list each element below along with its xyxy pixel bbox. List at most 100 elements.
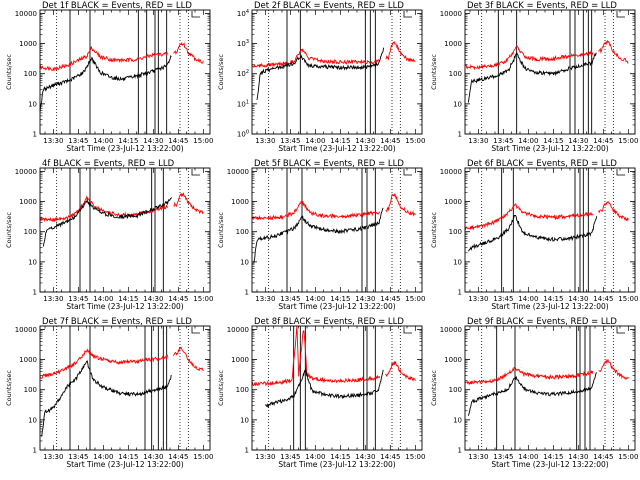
y-axis-label: Counts/sec	[217, 212, 225, 248]
y-tick-label: 101	[237, 99, 249, 108]
x-tick-label: 14:45	[168, 453, 188, 461]
y-tick-label: 10000	[440, 168, 462, 176]
panel-3: Det 3f BLACK = Events, RED = LLD 1 10 100 10…	[430, 1, 638, 153]
y-tick-label: 100	[24, 228, 37, 236]
lld-series-line	[251, 193, 416, 221]
x-tick-label: 13:30	[468, 295, 488, 303]
x-axis-label: Start Time (23-Jul-12 13:22:00)	[278, 302, 395, 311]
x-tick-label: 13:45	[68, 453, 88, 461]
y-tick-label: 10000	[15, 326, 37, 334]
panel-8: Det 8f BLACK = Events, RED = LLD 1 10 100 10…	[217, 317, 425, 469]
events-series-line	[467, 372, 598, 416]
y-tick-label: 103	[237, 39, 249, 48]
lld-series-line	[464, 39, 629, 71]
y-tick-label: 10	[453, 100, 462, 108]
x-tick-label: 14:00	[518, 453, 538, 461]
y-tick-label: 100	[24, 386, 37, 394]
y-tick-label: 10	[240, 416, 249, 424]
x-tick-label: 14:15	[118, 453, 138, 461]
corner-marker	[403, 11, 412, 18]
y-axis-label: Counts/sec	[430, 54, 438, 90]
x-axis-label: Start Time (23-Jul-12 13:22:00)	[491, 302, 608, 311]
y-tick-label: 10000	[227, 168, 249, 176]
y-tick-label: 100	[237, 130, 249, 139]
y-tick-label: 100	[236, 228, 249, 236]
x-axis-label: Start Time (23-Jul-12 13:22:00)	[66, 144, 183, 153]
events-series-line	[264, 367, 384, 409]
y-tick-label: 10000	[440, 10, 462, 18]
x-tick-label: 14:45	[380, 137, 400, 145]
lld-series-line	[39, 41, 204, 72]
x-tick-label: 13:45	[493, 453, 513, 461]
x-tick-label: 15:00	[193, 137, 213, 145]
y-axis-label: Counts/sec	[5, 370, 13, 406]
y-tick-label: 10000	[440, 326, 462, 334]
x-tick-label: 13:30	[43, 295, 63, 303]
y-tick-label: 1	[458, 131, 462, 139]
x-tick-label: 13:30	[43, 137, 63, 145]
y-tick-label: 100	[449, 386, 462, 394]
lld-series-line	[251, 325, 416, 387]
plot-frame	[251, 9, 423, 135]
x-tick-label: 13:45	[280, 453, 300, 461]
plot-frame	[39, 325, 211, 451]
x-tick-label: 14:45	[593, 453, 613, 461]
x-tick-label: 14:00	[305, 453, 325, 461]
x-tick-label: 13:30	[255, 137, 275, 145]
corner-marker	[616, 169, 625, 176]
y-tick-label: 100	[24, 70, 37, 78]
x-axis-label: Start Time (23-Jul-12 13:22:00)	[491, 460, 608, 469]
x-tick-label: 15:00	[618, 295, 638, 303]
events-series-line	[41, 360, 172, 437]
x-tick-label: 14:00	[93, 137, 113, 145]
y-tick-label: 10	[28, 416, 37, 424]
panel-5: Det 5f BLACK = Events, RED = LLD 1 10 100 10…	[217, 159, 425, 311]
panel-title: Det 5f BLACK = Events, RED = LLD	[254, 159, 404, 169]
y-tick-label: 10	[28, 100, 37, 108]
lld-series-line	[465, 358, 629, 386]
y-tick-label: 100	[236, 386, 249, 394]
events-series-line	[468, 215, 598, 252]
y-tick-label: 10000	[15, 168, 37, 176]
panel-title: Det 9f BLACK = Events, RED = LLD	[467, 317, 617, 327]
x-tick-label: 14:15	[118, 137, 138, 145]
x-tick-label: 13:30	[468, 453, 488, 461]
y-tick-label: 1000	[444, 198, 462, 206]
x-tick-label: 14:15	[330, 295, 350, 303]
x-tick-label: 13:30	[43, 453, 63, 461]
panel-title: Det 3f BLACK = Events, RED = LLD	[467, 1, 617, 11]
y-tick-label: 1000	[231, 198, 249, 206]
x-tick-label: 14:15	[543, 137, 563, 145]
y-tick-label: 1000	[19, 198, 37, 206]
y-tick-label: 10000	[15, 10, 37, 18]
y-axis-label: Counts/sec	[5, 212, 13, 248]
x-axis-label: Start Time (23-Jul-12 13:22:00)	[278, 144, 395, 153]
y-tick-label: 1000	[444, 40, 462, 48]
x-tick-label: 14:30	[568, 137, 588, 145]
corner-marker	[191, 327, 200, 334]
y-tick-label: 10	[28, 258, 37, 266]
y-tick-label: 10	[240, 258, 249, 266]
lld-series-line	[39, 346, 204, 379]
panel-title: Det 2f BLACK = Events, RED = LLD	[254, 1, 404, 11]
panel-title: Det 1f BLACK = Events, RED = LLD	[42, 1, 192, 11]
y-tick-label: 102	[237, 69, 249, 78]
plot-frame	[39, 167, 211, 293]
x-tick-label: 14:00	[93, 453, 113, 461]
x-axis-label: Start Time (23-Jul-12 13:22:00)	[66, 302, 183, 311]
panel-title: Det 6f BLACK = Events, RED = LLD	[467, 159, 617, 169]
x-tick-label: 14:30	[568, 295, 588, 303]
y-tick-label: 100	[449, 70, 462, 78]
x-tick-label: 14:00	[518, 137, 538, 145]
panel-6: Det 6f BLACK = Events, RED = LLD 1 10 100 10…	[430, 159, 638, 311]
x-tick-label: 14:00	[93, 295, 113, 303]
corner-marker	[616, 11, 625, 18]
y-tick-label: 1	[33, 447, 37, 455]
x-tick-label: 14:45	[168, 137, 188, 145]
panel-9: Det 9f BLACK = Events, RED = LLD 1 10 100 10…	[430, 317, 638, 469]
panel-4: 4f BLACK = Events, RED = LLD 1 10 100 1000 10…	[5, 159, 213, 311]
x-tick-label: 14:30	[355, 295, 375, 303]
y-axis-label: Counts/sec	[430, 212, 438, 248]
y-axis-label: Counts/sec	[217, 54, 225, 90]
